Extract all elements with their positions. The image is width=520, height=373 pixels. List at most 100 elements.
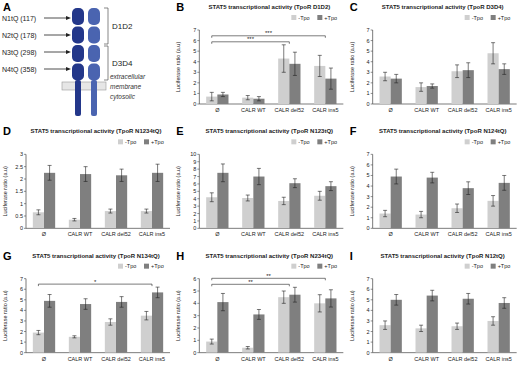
legend-swatch xyxy=(491,139,496,144)
y-tick-label: 4 xyxy=(20,307,23,313)
receptor-tail xyxy=(91,80,97,116)
y-tick-label: 7 xyxy=(20,276,23,282)
y-tick xyxy=(197,82,199,83)
panel-label: C xyxy=(350,1,358,13)
y-tick xyxy=(371,82,373,83)
legend-label: -Tpo xyxy=(298,15,309,21)
x-tick-label: Ø xyxy=(215,107,220,113)
legend: -Tpo +Tpo xyxy=(291,15,337,21)
error-bar xyxy=(293,287,297,302)
x-tick-label: CALR del52 xyxy=(274,107,304,113)
error-bar xyxy=(144,209,148,213)
error-bar xyxy=(502,175,506,190)
error-bar xyxy=(84,167,88,182)
y-tick xyxy=(371,278,373,279)
y-tick-label: 5 xyxy=(193,288,196,294)
error-bar xyxy=(48,165,52,180)
error-bar xyxy=(221,293,225,310)
error-bar xyxy=(466,182,470,195)
region-label: extracellular xyxy=(110,73,146,80)
error-bar xyxy=(156,287,160,298)
bar xyxy=(427,178,438,229)
error-bar xyxy=(36,210,40,215)
error-bar xyxy=(257,168,261,184)
y-tick xyxy=(371,310,373,311)
receptor-domain xyxy=(88,27,100,44)
error-bar xyxy=(282,291,286,303)
legend-swatch xyxy=(291,15,296,20)
error-bar xyxy=(246,195,250,201)
y-tick xyxy=(371,289,373,290)
y-tick-label: 3 xyxy=(20,318,23,324)
error-bar xyxy=(430,84,434,88)
x-tick-label: CALR ins5 xyxy=(486,356,512,362)
chart-title: STAT5 transcriptional activity (TpoR N12… xyxy=(381,253,505,259)
error-bar xyxy=(491,196,495,207)
y-tick-label: 1 xyxy=(193,218,196,224)
y-tick xyxy=(197,183,199,184)
chart-panel: BSTAT5 transcriptional activity (TpoR D1… xyxy=(175,1,343,113)
y-axis-label: Luciferase ratio (a.u) xyxy=(175,166,181,217)
chart-title: STAT5 transcriptional activity (TpoR N23… xyxy=(206,253,333,259)
x-tick-label: CALR WT xyxy=(68,356,93,362)
legend-label: -Tpo xyxy=(472,139,483,145)
y-tick-label: 3 xyxy=(193,313,196,319)
error-bar xyxy=(72,336,76,338)
error-bar xyxy=(221,92,225,96)
chart-panel: FSTAT5 transcriptional activity (TpoR N1… xyxy=(349,125,517,237)
error-bar xyxy=(293,179,297,188)
y-axis-label: Luciferase ratio (a.u) xyxy=(175,290,181,341)
error-bar xyxy=(144,311,148,319)
y-tick xyxy=(197,51,199,52)
y-axis-label: Luciferase ratio (a.u) xyxy=(175,42,181,93)
bar xyxy=(416,328,427,352)
error-bar xyxy=(318,55,322,76)
y-tick-label: 6 xyxy=(193,276,196,282)
y-tick xyxy=(197,352,199,353)
error-bar xyxy=(156,164,160,181)
site-label: N3tQ (298) xyxy=(2,49,37,57)
legend-label: +Tpo xyxy=(498,139,511,145)
y-tick xyxy=(197,198,199,199)
chart-title: STAT5 transcriptional activity (TpoR D3D… xyxy=(382,4,504,10)
error-bar xyxy=(221,164,225,182)
y-tick-label: 6 xyxy=(20,286,23,292)
y-tick-label: 0 xyxy=(193,350,196,356)
receptor-domain xyxy=(88,8,100,25)
legend-label: +Tpo xyxy=(324,15,337,21)
error-bar xyxy=(293,52,297,75)
y-tick xyxy=(197,220,199,221)
chart-panel: GSTAT5 transcriptional activity (TpoR N1… xyxy=(2,250,170,362)
y-axis-label: Luciferase ratio (a.u) xyxy=(349,166,355,217)
arrow-head xyxy=(66,67,71,71)
y-tick xyxy=(197,176,199,177)
error-bar xyxy=(120,297,124,308)
y-tick-label: 7 xyxy=(367,27,370,33)
y-axis xyxy=(372,30,373,104)
x-tick-label: CALR ins5 xyxy=(312,356,338,362)
panel-label: H xyxy=(176,250,184,262)
y-tick-label: 5 xyxy=(367,48,370,54)
error-bar xyxy=(491,317,495,325)
chart-panel: ESTAT5 transcriptional activity (TpoR N1… xyxy=(175,125,343,237)
bar xyxy=(325,186,336,228)
y-tick-label: 1 xyxy=(20,339,23,345)
receptor-domain xyxy=(88,64,100,81)
y-tick-label: 1.5 xyxy=(15,188,23,194)
y-tick xyxy=(24,289,26,290)
y-tick xyxy=(197,30,199,31)
diagram-panel: AN1tQ (117)N2tQ (178)N3tQ (298)N4tQ (358… xyxy=(2,1,146,116)
domain-label: D1D2 xyxy=(112,22,133,31)
bar xyxy=(391,300,402,353)
y-axis-label: Luciferase ratio (a.u) xyxy=(349,42,355,93)
receptor-domain xyxy=(72,45,84,62)
y-tick xyxy=(371,320,373,321)
arrow-head xyxy=(66,16,71,20)
y-tick-label: 2 xyxy=(367,80,370,86)
error-bar xyxy=(430,290,434,301)
y-tick xyxy=(24,203,26,204)
site-arrow xyxy=(44,35,68,36)
y-tick xyxy=(24,216,26,217)
y-tick xyxy=(24,299,26,300)
error-bar xyxy=(210,92,214,100)
